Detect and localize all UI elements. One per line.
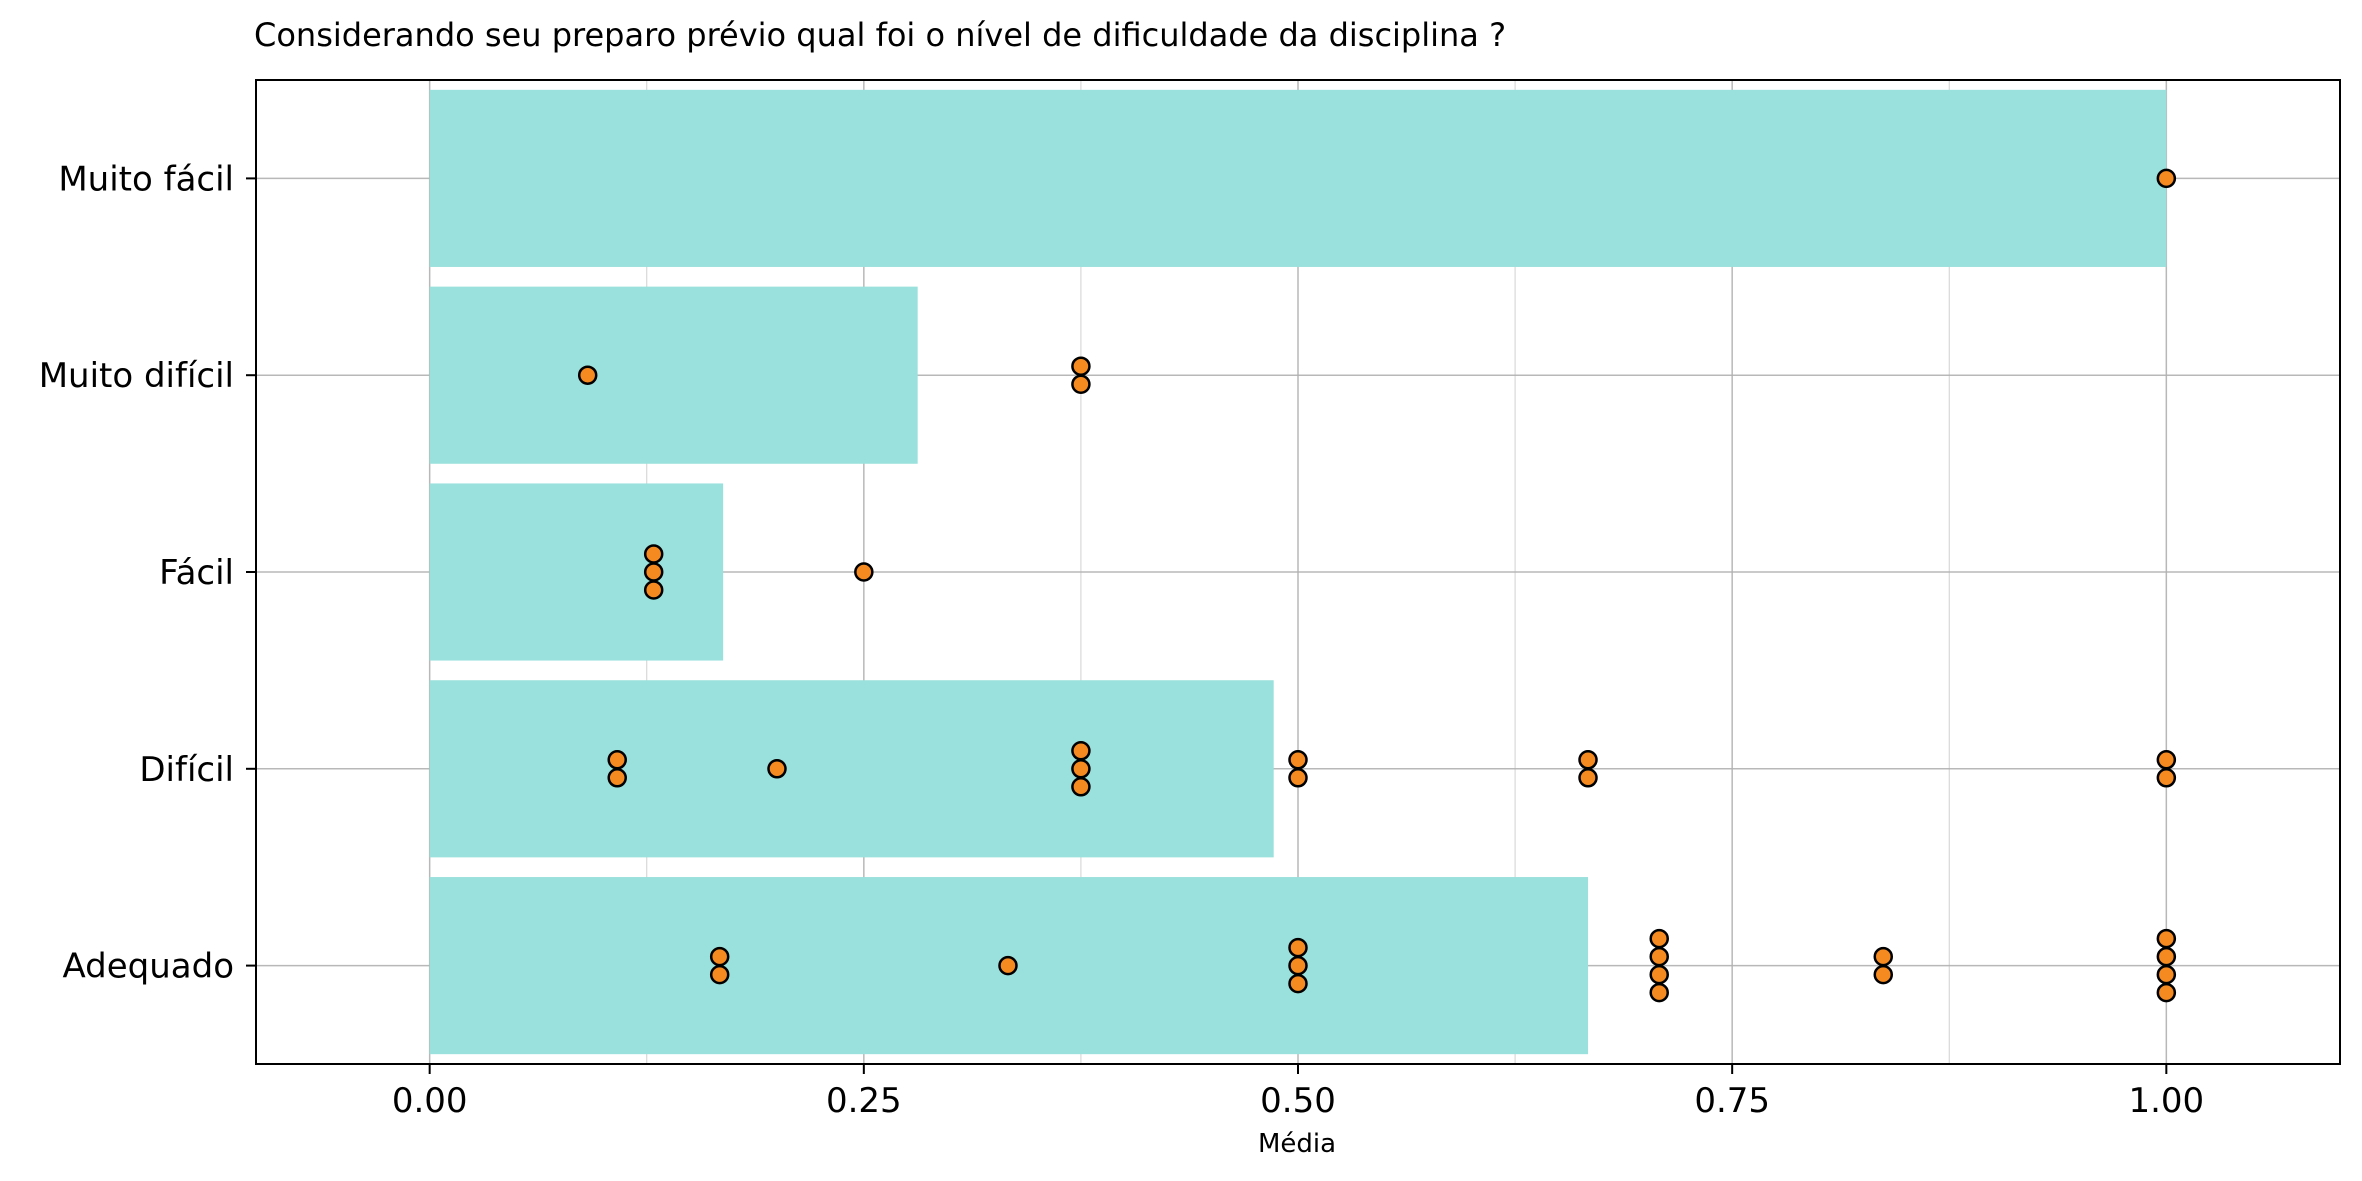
x-tick-label: 0.75 [1694, 1081, 1770, 1121]
data-point [1649, 946, 1669, 967]
data-point [2156, 768, 2177, 788]
x-tick-label: 0.00 [392, 1081, 468, 1121]
data-point [577, 365, 598, 385]
data-point [1288, 973, 1308, 994]
data-point [1071, 374, 1091, 394]
bars [429, 89, 2167, 1055]
data-point [767, 759, 787, 779]
data-point [1578, 768, 1598, 788]
data-point [1071, 741, 1091, 761]
x-tick-label: 0.25 [826, 1081, 902, 1121]
x-tick-label: 1.00 [2128, 1081, 2204, 1121]
data-point [709, 946, 730, 967]
y-tick-label: Adequado [62, 947, 234, 987]
data-point [2156, 750, 2177, 770]
chart-title: Considerando seu preparo prévio qual foi… [254, 16, 1506, 54]
y-tick-label: Muito fácil [58, 159, 234, 199]
data-point [998, 955, 1018, 976]
data-point [643, 544, 664, 564]
data-point [1288, 768, 1308, 788]
data-point [2156, 982, 2177, 1003]
data-points [577, 168, 2177, 1003]
data-point [607, 750, 627, 770]
data-point [2156, 964, 2177, 985]
data-point [1071, 356, 1091, 376]
data-point [607, 768, 627, 788]
x-tick-label: 0.50 [1260, 1081, 1336, 1121]
x-axis: 0.00 0.25 0.50 0.75 1.00 [392, 1064, 2204, 1121]
y-tick-label: Difícil [139, 750, 234, 790]
data-point [1873, 964, 1894, 985]
data-point [854, 562, 874, 582]
bar [429, 483, 724, 661]
x-axis-label: Média [1258, 1129, 1336, 1159]
data-point [709, 964, 730, 985]
y-tick-label: Muito difícil [39, 356, 234, 396]
data-point [1578, 750, 1598, 770]
data-point [2156, 946, 2177, 967]
data-point [643, 562, 664, 582]
bar [429, 286, 918, 464]
data-point [1288, 750, 1308, 770]
data-point [1071, 759, 1091, 779]
data-point [2156, 168, 2177, 189]
y-tick-label: Fácil [159, 553, 234, 593]
data-point [1288, 955, 1308, 976]
data-point [1649, 928, 1669, 949]
data-point [1649, 982, 1669, 1003]
data-point [1288, 937, 1308, 958]
data-point [643, 580, 664, 600]
bar [429, 89, 2167, 267]
data-point [1873, 946, 1894, 967]
bar [429, 680, 1274, 858]
data-point [2156, 928, 2177, 949]
y-axis: Muito fácil Muito difícil Fácil Difícil Adeq… [39, 159, 256, 987]
data-point [1649, 964, 1669, 985]
data-point [1071, 777, 1091, 797]
